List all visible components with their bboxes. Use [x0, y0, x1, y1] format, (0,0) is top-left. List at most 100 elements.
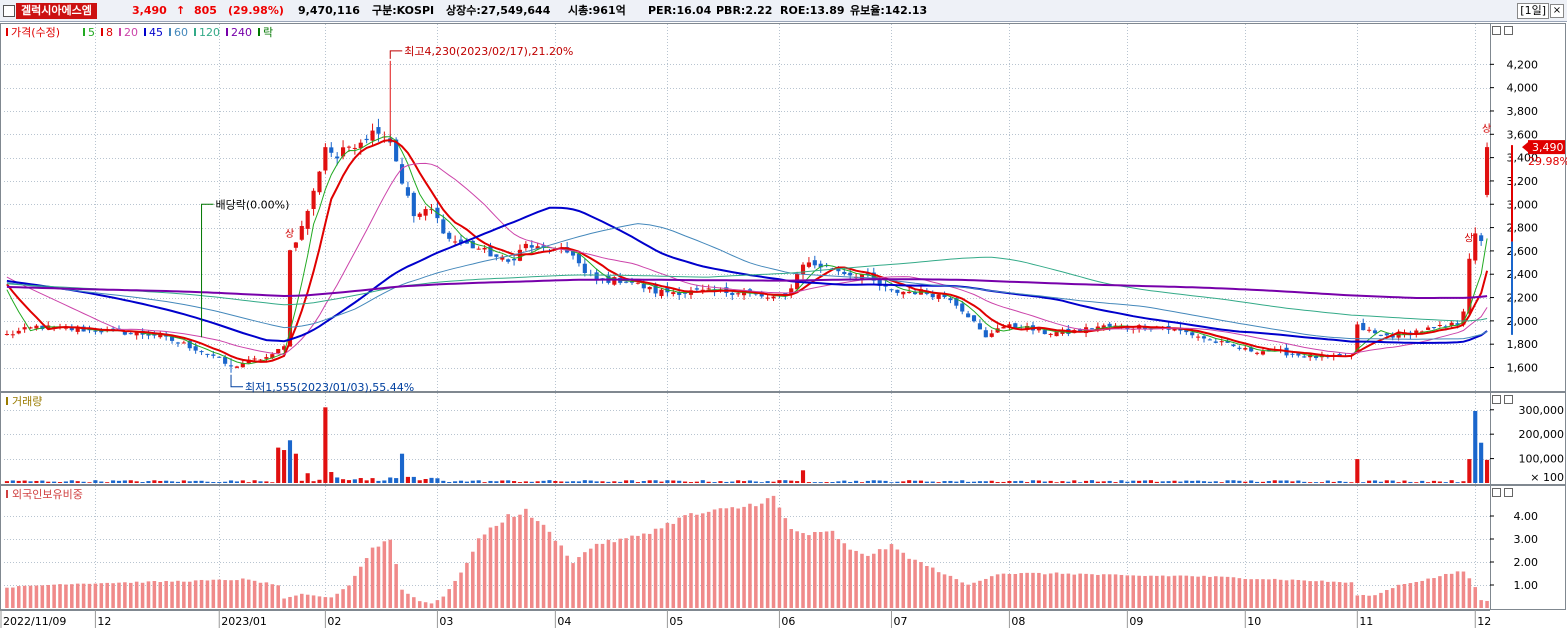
x-axis: 2022/11/09 12 2023/01 02 03 04 05 06 07 08 09 10 11 1…	[0, 610, 1491, 628]
ownership-bar	[913, 559, 917, 608]
volume-bar	[1207, 481, 1212, 483]
ownership-bar	[1155, 575, 1159, 608]
ownership-bar	[482, 534, 487, 608]
candle-body	[75, 327, 80, 332]
ownership-bar	[1278, 579, 1283, 608]
price-panel[interactable]: 가격(수정) 5 8 20 45 60 120 240 락 1,600 1,800 2,000 2,2…	[4, 26, 1567, 394]
ownership-bar	[1396, 584, 1401, 608]
minimize-icon[interactable]	[1492, 395, 1501, 404]
candle-body	[759, 293, 764, 297]
volume-bar	[694, 481, 699, 483]
candle-body	[464, 241, 469, 244]
listed-shares: 상장수:27,549,644	[446, 4, 551, 17]
volume-bar	[865, 480, 870, 483]
price-candle	[252, 355, 257, 361]
legend-swatch	[169, 28, 171, 36]
candle-body	[223, 357, 228, 364]
close-icon[interactable]	[1504, 395, 1513, 404]
candle-body	[612, 277, 617, 285]
minimize-icon[interactable]	[1492, 488, 1501, 497]
volume-bar	[588, 480, 593, 483]
ownership-bar	[889, 544, 894, 608]
price-candle	[181, 340, 186, 344]
stock-name[interactable]: 겔럭시아에스엠	[16, 3, 97, 19]
volume-panel[interactable]: 거래량 100,000 200,000 300,000 × 100	[4, 395, 1564, 484]
price-candle	[500, 254, 505, 262]
volume-bar	[1390, 480, 1395, 483]
ownership-bar	[16, 586, 21, 608]
ownership-bar	[40, 585, 45, 608]
volume-bar	[1479, 442, 1484, 483]
ownership-bar	[978, 580, 982, 608]
ownership-bar	[264, 582, 269, 608]
volume-bar	[1302, 481, 1307, 483]
ownership-bar	[129, 582, 133, 608]
volume-bar	[895, 481, 900, 483]
close-icon[interactable]	[1504, 26, 1513, 35]
ownership-bar	[471, 551, 475, 608]
ownership-bar	[1355, 595, 1360, 608]
ownership-bar	[1208, 576, 1212, 608]
price-candle	[730, 292, 735, 301]
x-tick-label: 10	[1247, 615, 1261, 628]
price-candle	[494, 254, 499, 261]
ownership-bar	[99, 583, 104, 608]
market-label: 구분:KOSPI	[372, 4, 435, 17]
ownership-bar	[435, 600, 440, 608]
up-arrow-icon: ↑	[176, 4, 186, 17]
select-checkbox[interactable]	[3, 5, 15, 17]
volume-bar	[1113, 482, 1118, 483]
ownership-bar	[1449, 573, 1454, 608]
candle-body	[276, 348, 281, 354]
ownership-bar	[736, 508, 740, 608]
candle-body	[977, 323, 982, 330]
ownership-bar	[1349, 582, 1354, 608]
ownership-bar	[488, 527, 493, 608]
candle-body	[417, 213, 422, 217]
volume-bar	[111, 480, 116, 483]
period-selector[interactable]: [1일]	[1517, 3, 1549, 19]
ownership-bar	[1308, 581, 1312, 608]
candle-body	[211, 354, 216, 356]
candle-body	[1431, 327, 1437, 329]
close-icon[interactable]: ×	[1550, 4, 1564, 18]
candle-body	[22, 327, 27, 330]
ownership-bar	[447, 589, 451, 608]
ownership-bar	[300, 593, 304, 608]
candle-body	[323, 147, 328, 171]
candle-body	[818, 263, 823, 268]
candle-body	[836, 267, 841, 272]
price-candle	[234, 365, 239, 369]
minimize-icon[interactable]	[1492, 26, 1501, 35]
price-candle	[936, 293, 941, 302]
foreign-ownership-panel[interactable]: 외국인보유비중 1.00 2.00 3.00 4.00	[5, 488, 1538, 608]
volume-bar	[512, 481, 517, 483]
ownership-bar	[1385, 590, 1389, 608]
candle-body	[1054, 332, 1059, 337]
volume-bar	[907, 480, 912, 483]
volume-bar	[641, 481, 646, 483]
ownership-bar	[577, 557, 581, 608]
legend-label: 락	[263, 26, 273, 39]
price-candle	[175, 341, 181, 347]
ownership-bar	[246, 579, 251, 608]
volume-bar	[883, 480, 888, 483]
price-candle	[1213, 338, 1218, 344]
price-candle	[364, 134, 369, 144]
ownership-bar	[1426, 578, 1430, 608]
volume-bar	[741, 481, 747, 483]
volume-bar	[205, 481, 210, 483]
price-candle	[93, 329, 98, 335]
ownership-bar	[836, 539, 841, 608]
roe-value: ROE:13.89	[780, 4, 845, 17]
volume-bar	[122, 480, 127, 483]
close-icon[interactable]	[1504, 488, 1513, 497]
volume-bar	[211, 482, 216, 483]
ownership-bar	[134, 581, 139, 608]
candle-body	[193, 346, 198, 351]
candle-body	[175, 342, 181, 344]
candle-body	[1260, 351, 1266, 355]
ownership-bar	[1272, 578, 1277, 608]
ownership-bar	[288, 596, 292, 608]
ownership-bar	[777, 507, 782, 608]
